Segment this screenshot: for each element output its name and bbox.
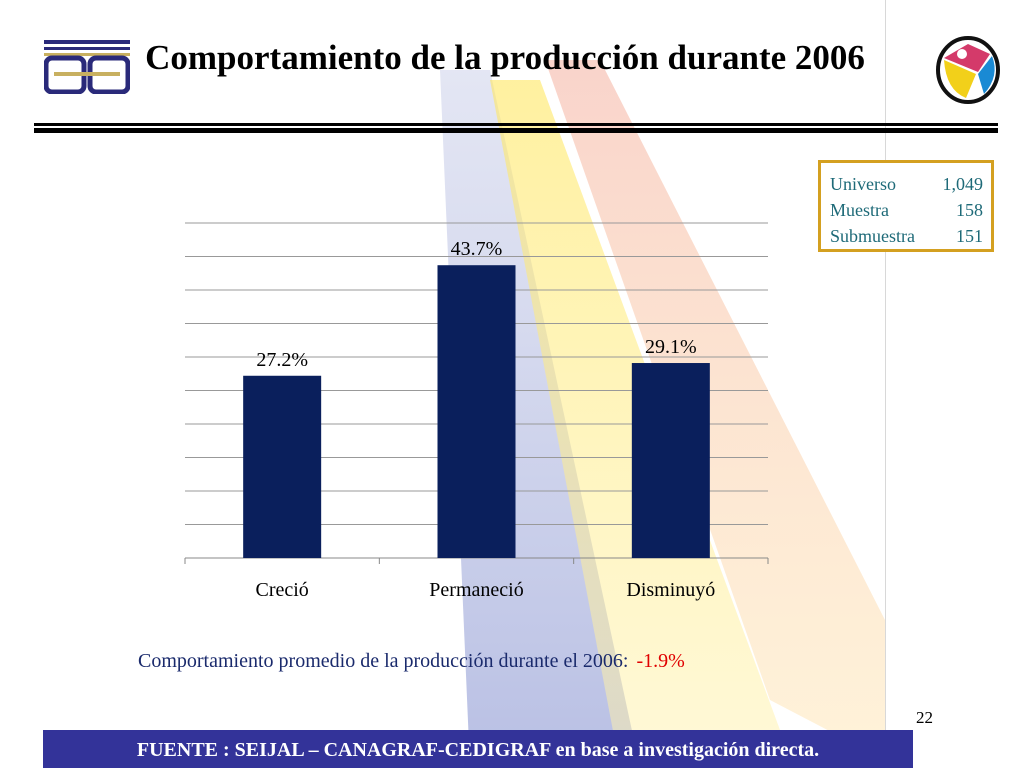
info-label: Submuestra [830,226,915,246]
page-title: Comportamiento de la producción durante … [145,38,865,77]
info-row-universo: Universo 1,049 [830,171,991,197]
info-label: Muestra [830,200,889,220]
bar-0 [243,375,322,558]
bar-1 [437,265,516,558]
data-label: 27.2% [256,349,308,371]
data-label: 29.1% [645,336,697,358]
page-number: 22 [916,708,933,727]
summary-value: -1.9% [636,650,685,672]
info-value: 1,049 [942,174,984,194]
category-label: Disminuyó [626,579,715,601]
source-footer: FUENTE : SEIJAL – CANAGRAF-CEDIGRAF en b… [43,730,913,768]
circle-logo [936,36,1000,104]
info-row-submuestra: Submuestra 151 [830,223,991,249]
bar-2 [631,363,710,558]
info-row-muestra: Muestra 158 [830,197,991,223]
title-rule [34,123,998,126]
summary-text: Comportamiento promedio de la producción… [138,650,685,673]
data-label: 43.7% [451,238,503,260]
cdg-logo [44,40,130,94]
info-value: 151 [956,226,983,246]
sample-info-box: Universo 1,049 Muestra 158 Submuestra 151 [818,160,994,252]
category-label: Creció [256,579,309,601]
summary-label: Comportamiento promedio de la producción… [138,650,629,672]
title-rule-thick [34,128,998,133]
info-label: Universo [830,174,896,194]
category-label: Permaneció [429,579,523,601]
divider-line [885,0,886,768]
info-value: 158 [956,200,983,220]
